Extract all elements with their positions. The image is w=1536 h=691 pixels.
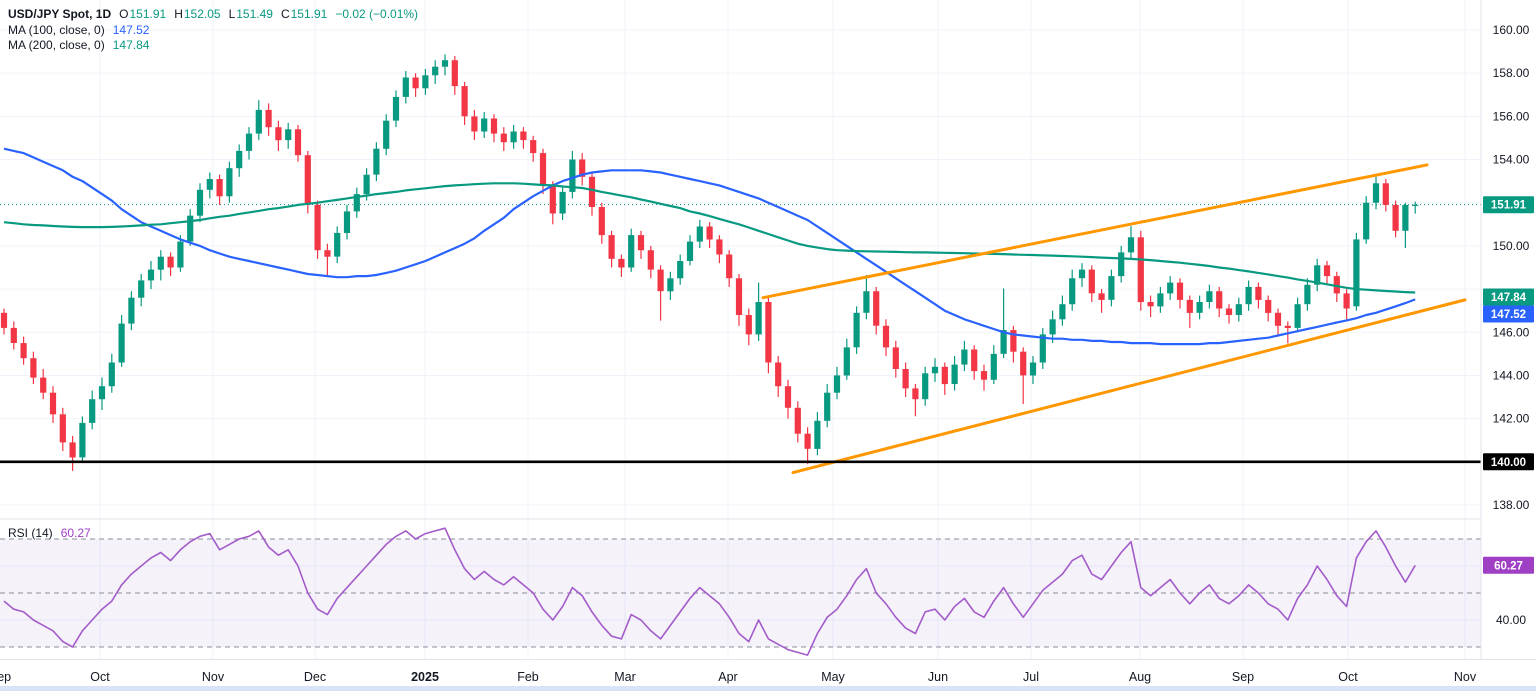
svg-text:150.00: 150.00 [1493, 239, 1530, 253]
last-price-badge: 151.91 [1483, 196, 1534, 214]
rsi-value: 60.27 [60, 526, 91, 540]
low-value: L 151.49 [228, 7, 273, 21]
ma200-line[interactable] [3, 182, 1416, 294]
rsi-legend-row[interactable]: RSI (14) 60.27 [8, 526, 91, 540]
time-axis[interactable]: Sep Oct Nov Dec 2025 Feb Mar Apr May Jun Jul Aug Sep… [0, 659, 1536, 691]
ma200-legend-row[interactable]: MA (200, close, 0) 147.84 [8, 38, 149, 52]
open-value: O 151.91 [119, 7, 167, 21]
hline-price-badge: 140.00 [1483, 453, 1534, 471]
svg-text:142.00: 142.00 [1493, 412, 1530, 426]
price-axis[interactable]: 160.00 158.00 156.00 154.00 150.00 146.00 144.… [1480, 0, 1536, 691]
svg-text:Jul: Jul [1023, 670, 1039, 684]
rsi-value-badge: 60.27 [1483, 556, 1534, 574]
svg-text:Oct: Oct [1338, 670, 1358, 684]
symbol-title[interactable]: USD/JPY Spot, 1D [8, 7, 112, 21]
rsi-line[interactable] [3, 527, 1416, 656]
svg-text:160.00: 160.00 [1493, 23, 1530, 37]
ma200-price-badge: 147.84 [1483, 288, 1534, 306]
svg-text:Jun: Jun [928, 670, 948, 684]
rsi-label: RSI (14) [8, 526, 53, 540]
svg-text:Apr: Apr [718, 670, 737, 684]
svg-text:2025: 2025 [411, 670, 439, 684]
symbol-legend-row[interactable]: USD/JPY Spot, 1D O 151.91 H 152.05 L 151.49… [8, 7, 418, 21]
svg-text:147.52: 147.52 [1491, 309, 1526, 321]
trendline-lower-channel[interactable] [791, 298, 1467, 475]
svg-text:156.00: 156.00 [1493, 109, 1530, 123]
ma100-price-badge: 147.52 [1483, 305, 1534, 323]
trendline-upper-channel[interactable] [761, 163, 1429, 300]
close-value: C 151.91 [280, 7, 328, 21]
change-value: −0.02 (−0.01%) [335, 7, 419, 21]
svg-text:140.00: 140.00 [1491, 457, 1526, 469]
ma100-label: MA (100, close, 0) [8, 23, 105, 37]
svg-text:144.00: 144.00 [1493, 368, 1530, 382]
svg-text:Oct: Oct [90, 670, 110, 684]
ma100-value: 147.52 [112, 23, 150, 37]
rsi-band [0, 538, 1481, 648]
ma200-label: MA (200, close, 0) [8, 38, 105, 52]
svg-text:154.00: 154.00 [1493, 153, 1530, 167]
svg-text:Nov: Nov [1454, 670, 1477, 684]
candlestick-series[interactable] [0, 54, 1419, 471]
svg-text:Mar: Mar [614, 670, 636, 684]
svg-text:Feb: Feb [517, 670, 539, 684]
svg-text:May: May [821, 670, 845, 684]
svg-text:Sep: Sep [0, 670, 11, 684]
svg-text:Sep: Sep [1232, 670, 1254, 684]
svg-text:158.00: 158.00 [1493, 66, 1530, 80]
svg-text:138.00: 138.00 [1493, 498, 1530, 512]
svg-text:147.84: 147.84 [1491, 292, 1527, 304]
ma100-line[interactable] [3, 147, 1416, 346]
bottom-scroll-strip[interactable] [0, 686, 1536, 691]
svg-text:40.00: 40.00 [1496, 613, 1526, 627]
svg-text:146.00: 146.00 [1493, 325, 1530, 339]
ma200-value: 147.84 [112, 38, 150, 52]
svg-text:Dec: Dec [304, 670, 326, 684]
high-value: H 152.05 [174, 7, 221, 21]
svg-text:151.91: 151.91 [1491, 200, 1527, 212]
svg-text:Aug: Aug [1129, 670, 1151, 684]
ma100-legend-row[interactable]: MA (100, close, 0) 147.52 [8, 23, 149, 37]
svg-text:Nov: Nov [202, 670, 225, 684]
svg-text:60.27: 60.27 [1494, 560, 1523, 572]
